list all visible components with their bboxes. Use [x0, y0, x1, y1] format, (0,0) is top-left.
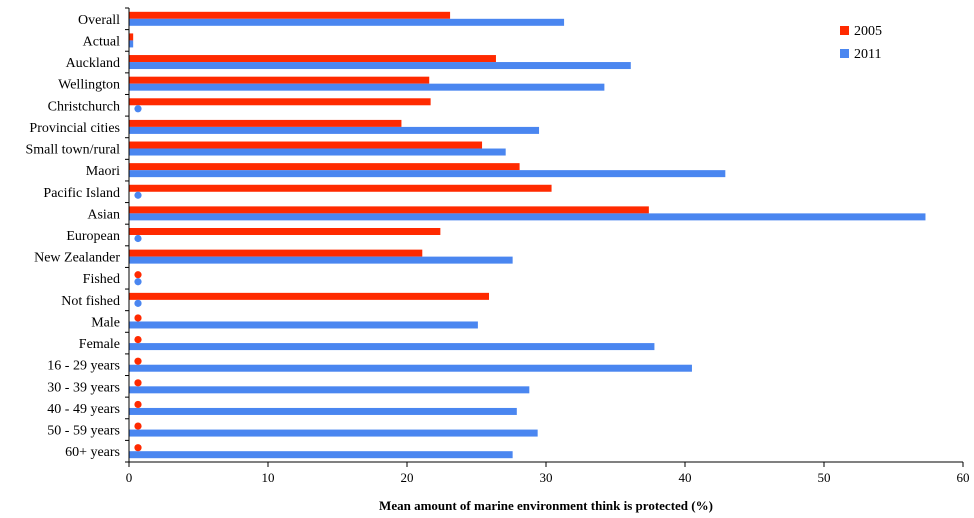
bar-2011 — [129, 364, 692, 372]
bar-2011 — [129, 386, 530, 394]
marker-2011 — [134, 191, 142, 199]
bar-2011 — [129, 451, 513, 459]
marker-2011 — [134, 299, 142, 307]
category-label: Overall — [78, 13, 120, 28]
bar-2005 — [129, 11, 451, 19]
category-label: Male — [91, 315, 120, 330]
bar-2005 — [129, 206, 649, 214]
x-tick-label: 60 — [957, 470, 970, 485]
x-tick-label: 0 — [126, 470, 133, 485]
marker-2005 — [134, 444, 142, 452]
bar-2011 — [129, 83, 605, 91]
category-labels: Overall Actual Auckland Wellington Christchu… — [26, 7, 129, 463]
marker-2005 — [134, 422, 142, 430]
marker-2011 — [134, 105, 142, 113]
bar-2005 — [129, 98, 431, 106]
legend-swatch-2011 — [840, 49, 849, 58]
category-label: Provincial cities — [29, 121, 120, 136]
bar-2011 — [129, 213, 926, 221]
bar-2011 — [129, 62, 631, 70]
x-tick-label: 50 — [818, 470, 831, 485]
marker-2005 — [134, 271, 142, 279]
category-label: 60+ years — [65, 445, 120, 460]
category-label: New Zealander — [34, 251, 120, 266]
series-2011-bars — [129, 18, 926, 459]
category-label: European — [66, 229, 120, 244]
bar-2005 — [129, 163, 520, 171]
bar-2005 — [129, 33, 134, 41]
x-axis-ticks: 0 10 20 30 40 50 60 — [126, 462, 970, 485]
bar-2011 — [129, 170, 726, 178]
bar-2011 — [129, 148, 506, 156]
x-axis-title: Mean amount of marine environment think … — [379, 498, 713, 513]
bar-2005 — [129, 249, 423, 257]
series-2005-bars — [129, 11, 649, 300]
marker-2005 — [134, 357, 142, 365]
category-label: Actual — [83, 34, 120, 49]
bar-2005 — [129, 228, 441, 235]
bar-2011 — [129, 40, 134, 48]
marker-2005 — [134, 314, 142, 322]
bar-2005 — [129, 292, 490, 300]
category-label: Maori — [86, 164, 120, 179]
bar-2011 — [129, 256, 513, 264]
category-label: Asian — [87, 207, 120, 222]
missing-value-markers — [134, 105, 142, 452]
category-label: Female — [79, 337, 120, 352]
bar-2005 — [129, 76, 430, 84]
x-tick-label: 10 — [262, 470, 275, 485]
x-tick-label: 40 — [679, 470, 692, 485]
legend-label-2011: 2011 — [854, 47, 881, 62]
legend: 2005 2011 — [840, 24, 882, 62]
marker-2005 — [134, 379, 142, 387]
category-label: Fished — [83, 272, 120, 287]
marker-2011 — [134, 278, 142, 286]
category-label: Christchurch — [48, 99, 120, 114]
marker-2005 — [134, 335, 142, 344]
category-label: 50 - 59 years — [47, 424, 120, 439]
bar-2005 — [129, 141, 483, 149]
category-label: Wellington — [58, 78, 120, 93]
bar-2011 — [129, 18, 565, 26]
legend-label-2005: 2005 — [854, 24, 882, 39]
category-label: 30 - 39 years — [47, 380, 120, 395]
category-label: 16 - 29 years — [47, 359, 120, 374]
bar-2011 — [129, 407, 517, 415]
bar-2011 — [129, 126, 540, 134]
marker-2011 — [134, 234, 142, 243]
category-label: 40 - 49 years — [47, 402, 120, 417]
x-tick-label: 20 — [401, 470, 414, 485]
category-label: Not fished — [61, 294, 120, 309]
x-tick-label: 30 — [540, 470, 553, 485]
bar-2005 — [129, 119, 402, 127]
legend-swatch-2005 — [840, 26, 849, 35]
bar-2011 — [129, 321, 478, 329]
category-label: Auckland — [66, 56, 120, 71]
category-label: Pacific Island — [43, 186, 120, 201]
bar-2005 — [129, 184, 552, 192]
bar-2011 — [129, 429, 538, 437]
category-label: Small town/rural — [26, 143, 121, 158]
bar-2005 — [129, 55, 496, 63]
bar-2011 — [129, 343, 655, 351]
marker-2005 — [134, 400, 142, 409]
